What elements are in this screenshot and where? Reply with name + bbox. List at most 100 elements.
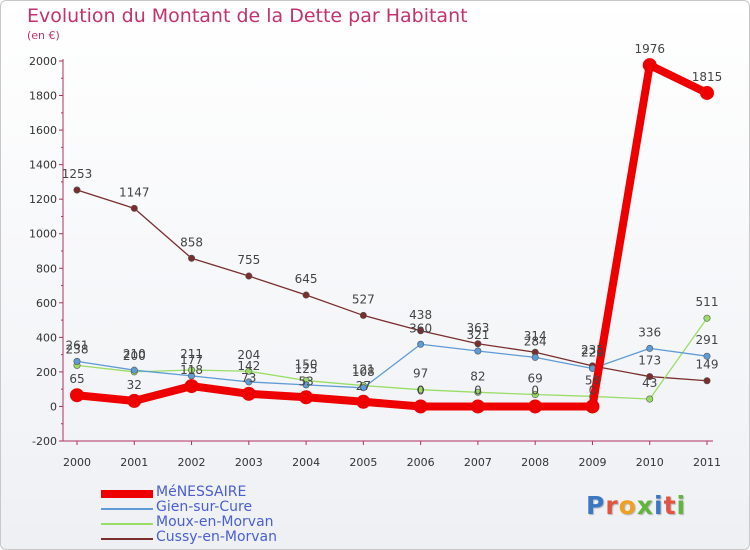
data-point (245, 378, 253, 386)
data-point (528, 399, 543, 414)
x-tick-label: 2003 (235, 456, 263, 469)
legend-swatch-gien-sur-cure (101, 508, 153, 510)
legend-label-moux-en-morvan: Moux-en-Morvan (156, 514, 274, 530)
x-tick-label: 2005 (349, 456, 377, 469)
data-point (531, 353, 539, 361)
data-label: 1815 (692, 70, 723, 84)
data-label: 284 (524, 334, 547, 348)
data-point (127, 393, 142, 408)
data-label: 32 (127, 378, 142, 392)
data-label: 1147 (119, 185, 150, 199)
data-label: 27 (356, 379, 371, 393)
data-point (646, 344, 654, 352)
y-tick-label: -200 (32, 435, 57, 448)
series-line-1 (76, 343, 708, 389)
data-label: 177 (180, 353, 203, 367)
data-point (184, 379, 199, 394)
logo-letter: i (676, 491, 687, 520)
y-tick-label: 1400 (29, 159, 57, 172)
data-label: 0 (589, 383, 597, 397)
series-line-2 (76, 317, 708, 400)
data-point (417, 386, 425, 394)
x-tick-label: 2008 (521, 456, 549, 469)
data-point (302, 381, 310, 389)
legend-label-cussy-en-morvan: Cussy-en-Morvan (156, 529, 278, 545)
y-tick-label: 0 (50, 400, 57, 413)
data-point (73, 186, 81, 194)
logo-letter: r (605, 491, 619, 520)
data-point (646, 373, 654, 381)
data-point (585, 399, 600, 414)
legend-swatch-cussy-en-morvan (101, 538, 153, 540)
data-label: 0 (474, 383, 482, 397)
x-tick-label: 2001 (120, 456, 148, 469)
data-label: 321 (466, 328, 489, 342)
data-label: 69 (528, 372, 543, 386)
data-point (531, 391, 539, 399)
data-label: 118 (180, 363, 203, 377)
data-point (245, 272, 253, 280)
data-label: 82 (470, 369, 485, 383)
x-tick-label: 2004 (292, 456, 320, 469)
y-tick-label: 1600 (29, 124, 57, 137)
data-label: 97 (413, 367, 428, 381)
logo-letter: t (663, 491, 677, 520)
data-point (188, 254, 196, 262)
data-label: 125 (295, 362, 318, 376)
data-point (417, 340, 425, 348)
data-label: 527 (352, 292, 375, 306)
data-point (245, 367, 253, 375)
proxiti-logo: Proxiti (586, 491, 686, 520)
data-label: 645 (295, 272, 318, 286)
y-tick-label: 800 (36, 262, 57, 275)
data-label: 210 (123, 347, 146, 361)
legend-swatch-menessaire (101, 490, 153, 498)
data-label: 235 (581, 343, 604, 357)
legend-swatch-moux-en-morvan (101, 523, 153, 525)
x-tick-label: 2000 (63, 456, 91, 469)
data-point (474, 388, 482, 396)
data-label: 43 (642, 376, 657, 390)
y-tick-label: 1800 (29, 90, 57, 103)
data-label: 438 (409, 308, 432, 322)
data-label: 200 (123, 349, 146, 363)
data-label: 150 (295, 358, 318, 372)
x-tick-label: 2007 (464, 456, 492, 469)
data-point (356, 394, 371, 409)
logo-letter: P (586, 491, 606, 520)
data-point (302, 291, 310, 299)
data-point (700, 85, 714, 100)
data-point (703, 314, 711, 322)
series-line-0 (73, 61, 711, 411)
data-label: 65 (69, 372, 84, 386)
data-label: 149 (696, 358, 719, 372)
data-label: 511 (696, 295, 719, 309)
data-label: 220 (581, 345, 604, 359)
data-label: 1253 (62, 167, 93, 181)
data-point (70, 388, 84, 403)
data-label: 108 (352, 365, 375, 379)
y-tick-label: 2000 (29, 55, 57, 68)
data-label: 238 (66, 342, 89, 356)
data-point (646, 395, 654, 403)
data-point (299, 390, 314, 405)
y-tick-label: 600 (36, 297, 57, 310)
x-tick-label: 2002 (178, 456, 206, 469)
data-label: 0 (417, 383, 425, 397)
data-label: 58 (585, 373, 600, 387)
logo-letter: x (636, 491, 654, 520)
chart-title: Evolution du Montant de la Dette par Hab… (27, 5, 468, 27)
logo-letter: i (654, 491, 664, 520)
y-tick-label: 200 (36, 366, 57, 379)
data-point (413, 399, 428, 414)
y-tick-label: 1200 (29, 193, 57, 206)
data-label: 858 (180, 235, 203, 249)
data-label: 314 (524, 329, 547, 343)
data-label: 261 (66, 338, 89, 352)
y-tick-label: 400 (36, 331, 57, 344)
data-point (703, 377, 711, 385)
data-point (130, 366, 138, 374)
legend-label-menessaire: MéNESSAIRE (156, 484, 247, 500)
x-tick-label: 2009 (578, 456, 606, 469)
